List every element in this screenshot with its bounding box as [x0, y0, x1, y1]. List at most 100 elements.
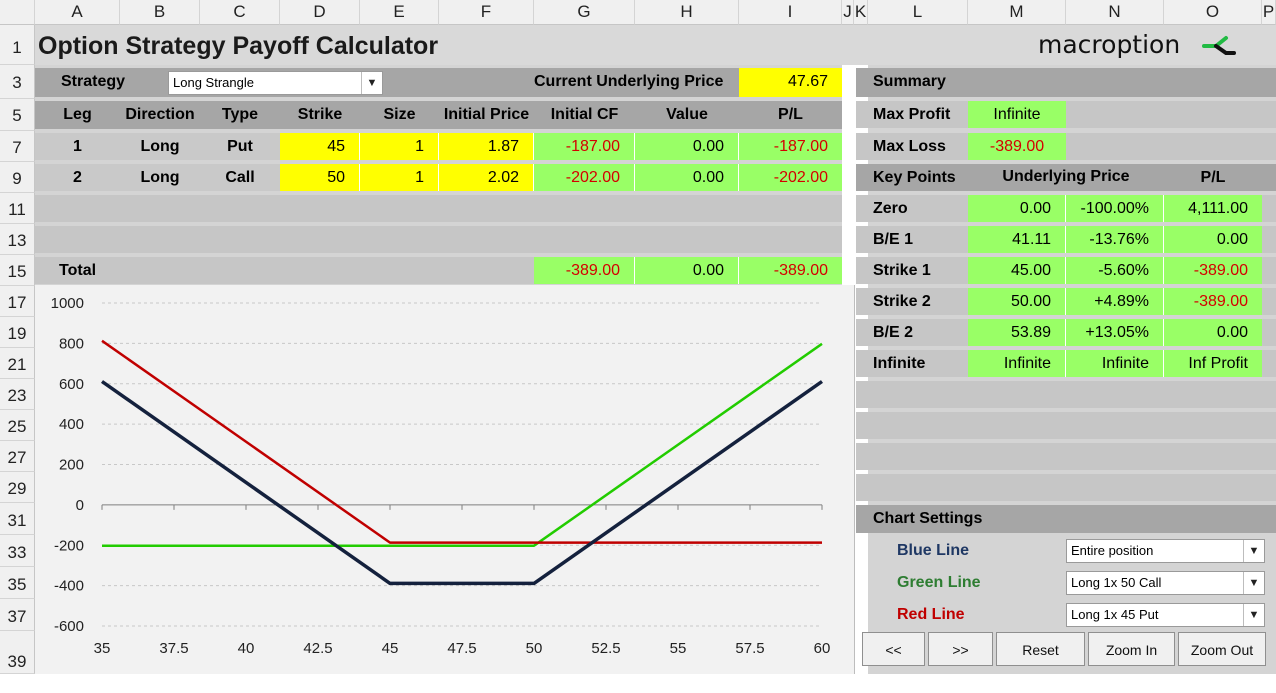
row-header-19[interactable]: 19	[0, 317, 35, 348]
key-point-pl: -389.00	[1164, 288, 1262, 315]
key-point-label: B/E 1	[873, 231, 914, 248]
col-header-k[interactable]: K	[854, 0, 868, 25]
key-points-col-pl: P/L	[1200, 169, 1226, 186]
red-line-label: Red Line	[897, 606, 965, 623]
leg-1-size[interactable]: 1	[360, 133, 439, 160]
leg-1-initial-cf: -187.00	[534, 133, 635, 160]
col-header-d[interactable]: D	[280, 0, 360, 25]
col-header-g[interactable]: G	[534, 0, 635, 25]
col-header-h[interactable]: H	[635, 0, 739, 25]
row-header-35[interactable]: 35	[0, 567, 35, 599]
red-line-dropdown[interactable]: Long 1x 45 Put	[1066, 603, 1265, 627]
row-header-7[interactable]: 7	[0, 131, 35, 162]
row-header-5[interactable]: 5	[0, 99, 35, 131]
leg-row-1	[35, 133, 280, 160]
col-header-n[interactable]: N	[1066, 0, 1164, 25]
legs-col-strike: Strike	[297, 106, 343, 123]
key-point-label: B/E 2	[873, 324, 914, 341]
row-header-33[interactable]: 33	[0, 535, 35, 567]
green-line-label: Green Line	[897, 574, 981, 591]
key-points-col-underlying: Underlying Price	[1002, 168, 1130, 185]
payoff-chart-svg: 1000 800 600 400 200 0 -200 -400 -600 35 37.5 40 42.…	[51, 295, 831, 657]
row-header-3[interactable]: 3	[0, 65, 35, 99]
col-header-a[interactable]: A	[35, 0, 120, 25]
col-header-l[interactable]: L	[868, 0, 968, 25]
green-line-chevron-down-icon[interactable]: ▼	[1243, 572, 1264, 594]
leg-row-empty-2	[35, 226, 842, 253]
row-header-1[interactable]: 1	[0, 25, 35, 65]
next-button[interactable]: >>	[928, 632, 993, 666]
key-point-label: Zero	[873, 200, 908, 217]
row-header-15[interactable]: 15	[0, 255, 35, 286]
green-line-dropdown[interactable]: Long 1x 50 Call	[1066, 571, 1265, 595]
leg-1-price[interactable]: 1.87	[439, 133, 534, 160]
chart-y-tick-label: 800	[59, 335, 84, 352]
blue-line-value: Entire position	[1071, 543, 1154, 558]
row-header-23[interactable]: 23	[0, 379, 35, 410]
key-point-pl: 0.00	[1164, 226, 1262, 253]
key-point-label: Strike 1	[873, 262, 931, 279]
leg-1-strike[interactable]: 45	[280, 133, 360, 160]
right-empty-row-2	[856, 412, 1276, 439]
key-point-pl: Inf Profit	[1164, 350, 1262, 377]
strategy-chevron-down-icon[interactable]: ▼	[361, 72, 382, 94]
row-header-37[interactable]: 37	[0, 599, 35, 631]
key-point-pl: 4,111.00	[1164, 195, 1262, 222]
leg-1-direction: Long	[140, 138, 180, 155]
blue-line-dropdown[interactable]: Entire position	[1066, 539, 1265, 563]
total-label: Total	[59, 262, 97, 279]
key-point-label: Strike 2	[873, 293, 931, 310]
col-header-o[interactable]: O	[1164, 0, 1262, 25]
key-point-pl: -389.00	[1164, 257, 1262, 284]
col-header-p[interactable]: P	[1262, 0, 1276, 25]
chart-y-tick-label: 200	[59, 457, 84, 474]
key-point-pct: +4.89%	[1066, 288, 1164, 315]
leg-2-initial-cf: -202.00	[534, 164, 635, 191]
row-header-27[interactable]: 27	[0, 441, 35, 472]
leg-row-2	[35, 164, 280, 191]
blue-line-label: Blue Line	[897, 542, 970, 559]
blue-line-chevron-down-icon[interactable]: ▼	[1243, 540, 1264, 562]
summary-header	[856, 68, 1276, 97]
col-header-m[interactable]: M	[968, 0, 1066, 25]
legs-header-row	[35, 101, 842, 129]
strategy-dropdown[interactable]: Long Strangle	[168, 71, 383, 95]
zoom-out-button[interactable]: Zoom Out	[1178, 632, 1266, 666]
chart-y-tick-label: 0	[76, 497, 84, 514]
row-header-21[interactable]: 21	[0, 348, 35, 379]
row-header-17[interactable]: 17	[0, 286, 35, 317]
key-point-pct: -5.60%	[1066, 257, 1164, 284]
leg-2-strike[interactable]: 50	[280, 164, 360, 191]
right-empty-row-1	[856, 381, 1276, 408]
leg-1-pl: -187.00	[739, 133, 842, 160]
leg-2-size[interactable]: 1	[360, 164, 439, 191]
summary-title: Summary	[873, 73, 946, 90]
row-header-39[interactable]: 39	[0, 631, 35, 674]
col-header-c[interactable]: C	[200, 0, 280, 25]
col-header-i[interactable]: I	[739, 0, 842, 25]
underlying-label: Current Underlying Price	[534, 73, 724, 90]
select-all-corner[interactable]	[0, 0, 35, 25]
strategy-value: Long Strangle	[173, 75, 254, 90]
col-header-e[interactable]: E	[360, 0, 439, 25]
col-header-f[interactable]: F	[439, 0, 534, 25]
col-header-b[interactable]: B	[120, 0, 200, 25]
row-header-31[interactable]: 31	[0, 503, 35, 535]
prev-button[interactable]: <<	[862, 632, 925, 666]
underlying-price[interactable]: 47.67	[739, 68, 842, 97]
leg-2-direction: Long	[140, 169, 180, 186]
chart-x-tick-label: 60	[814, 640, 831, 657]
red-line-chevron-down-icon[interactable]: ▼	[1243, 604, 1264, 626]
leg-2-price[interactable]: 2.02	[439, 164, 534, 191]
row-header-13[interactable]: 13	[0, 224, 35, 255]
reset-button[interactable]: Reset	[996, 632, 1085, 666]
col-header-j[interactable]: J	[842, 0, 854, 25]
row-header-11[interactable]: 11	[0, 193, 35, 224]
row-header-29[interactable]: 29	[0, 472, 35, 503]
chart-y-tick-label: 400	[59, 416, 84, 433]
legs-col-value: Value	[666, 106, 708, 123]
zoom-in-button[interactable]: Zoom In	[1088, 632, 1175, 666]
leg-2-number: 2	[73, 169, 82, 186]
row-header-9[interactable]: 9	[0, 162, 35, 193]
row-header-25[interactable]: 25	[0, 410, 35, 441]
